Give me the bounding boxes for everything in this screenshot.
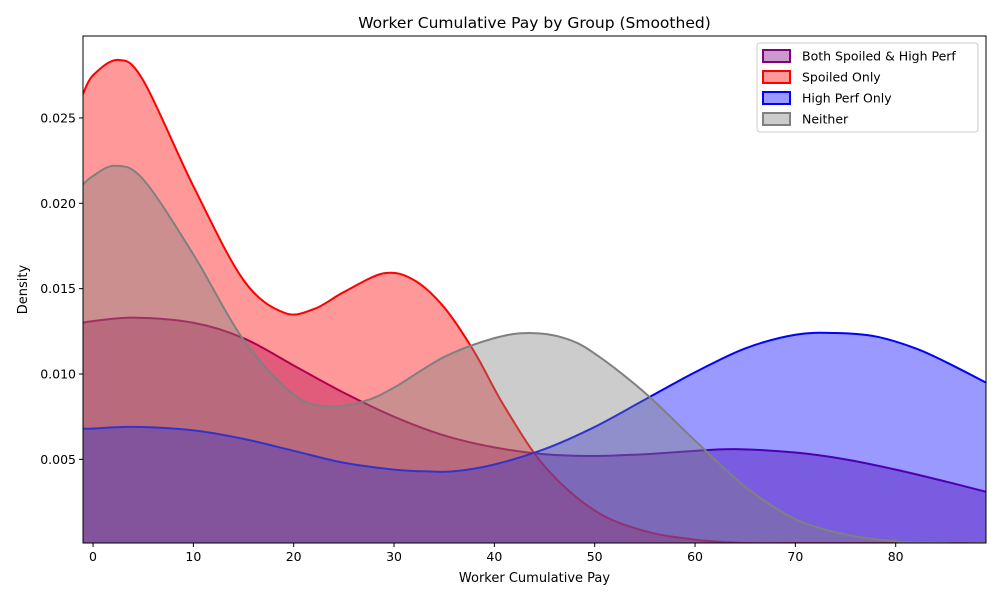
legend-label-both-spoiled-high-perf: Both Spoiled & High Perf bbox=[802, 49, 956, 64]
x-tick-label: 50 bbox=[587, 549, 603, 564]
legend-box bbox=[756, 42, 979, 133]
area-fill-spoiled-only bbox=[83, 59, 986, 543]
legend-swatch-high-perf-only bbox=[762, 91, 791, 105]
density-line-spoiled-only bbox=[83, 58, 986, 543]
legend-label-spoiled-only: Spoiled Only bbox=[802, 70, 881, 85]
x-tick-label: 10 bbox=[185, 549, 201, 564]
y-tick-label: 0.020 bbox=[40, 196, 76, 211]
y-tick-label: 0.005 bbox=[40, 452, 76, 467]
x-axis-label: Worker Cumulative Pay bbox=[459, 571, 610, 586]
y-axis-label: Density bbox=[16, 264, 31, 314]
legend-swatch-spoiled-only bbox=[762, 70, 791, 84]
y-tick-label: 0.015 bbox=[40, 281, 76, 296]
legend: Both Spoiled & High Perf Spoiled Only High… bbox=[756, 42, 979, 133]
y-tick-label: 0.025 bbox=[40, 110, 76, 125]
x-tick-label: 30 bbox=[386, 549, 402, 564]
x-tick-label: 70 bbox=[787, 549, 803, 564]
legend-label-high-perf-only: High Perf Only bbox=[802, 91, 892, 106]
x-tick-label: 20 bbox=[286, 549, 302, 564]
legend-swatch-neither bbox=[762, 112, 791, 126]
x-tick-label: 80 bbox=[888, 549, 904, 564]
density-line-both-spoiled-high-perf bbox=[83, 316, 986, 493]
y-tick-label: 0.010 bbox=[40, 367, 76, 382]
x-tick-label: 60 bbox=[687, 549, 703, 564]
x-tick-label: 40 bbox=[486, 549, 502, 564]
plot-frame bbox=[82, 35, 987, 544]
area-fill-neither bbox=[83, 165, 986, 543]
density-line-neither bbox=[83, 164, 986, 543]
density-line-high-perf-only bbox=[83, 331, 986, 473]
area-fill-high-perf-only bbox=[83, 332, 986, 543]
legend-label-neither: Neither bbox=[802, 112, 849, 127]
chart-title: Worker Cumulative Pay by Group (Smoothed… bbox=[358, 14, 711, 32]
x-tick-label: 0 bbox=[89, 549, 97, 564]
legend-swatch-both-spoiled-high-perf bbox=[762, 49, 791, 63]
